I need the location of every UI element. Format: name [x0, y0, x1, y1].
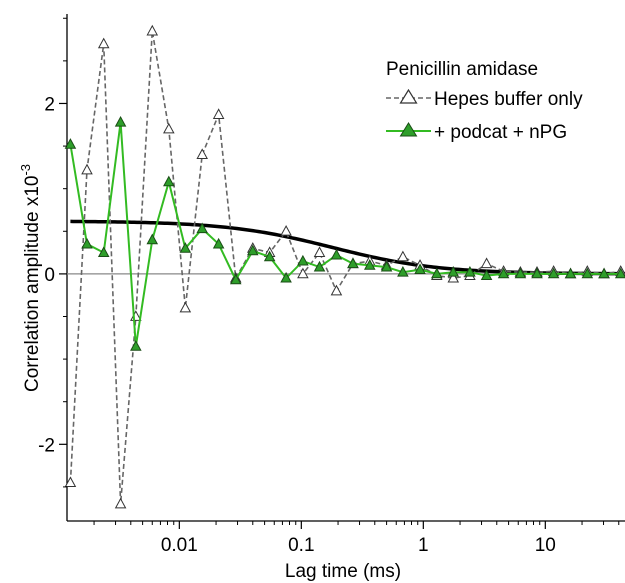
hepes-series-point — [447, 271, 460, 283]
x-minor-ticks — [93, 521, 620, 525]
legend-entry-hepes: Hepes buffer only — [386, 88, 583, 110]
podcat-series-line — [69, 122, 621, 347]
hepes-series-point — [313, 246, 326, 257]
podcat-series-point — [514, 267, 527, 279]
podcat-series-point — [380, 260, 393, 272]
y-tick-label: 0 — [44, 265, 55, 286]
podcat-series-point — [614, 267, 625, 279]
podcat-series-point — [347, 257, 359, 269]
fit-curve-layer — [70, 219, 625, 276]
hepes-series-point — [212, 108, 225, 119]
legend-entry-podcat: + podcat + nPG — [386, 122, 567, 143]
legend-label-podcat: + podcat + nPG — [434, 122, 567, 143]
podcat-series-point — [330, 248, 343, 260]
legend-label-hepes: Hepes buffer only — [434, 89, 583, 110]
podcat-series-point — [397, 265, 409, 277]
hepes-series-point — [64, 476, 77, 488]
x-tick-label: 0.01 — [161, 535, 198, 556]
hepes-series-point — [280, 225, 292, 236]
tick-layer: 0.01 0.1 1 10 -2 0 2 — [38, 17, 620, 556]
podcat-series-point — [497, 267, 510, 279]
podcat-series-point — [280, 271, 292, 283]
podcat-series-point — [363, 259, 376, 270]
hepes-series-point — [196, 148, 208, 159]
podcat-series-point — [480, 269, 493, 280]
podcat-series-point — [263, 250, 276, 262]
hepes-series-point — [97, 37, 110, 49]
podcat-series-point — [447, 265, 460, 277]
hepes-series-point — [397, 250, 409, 262]
podcat-series-point — [130, 340, 142, 351]
podcat-series-point — [212, 237, 225, 249]
y-axis-label-text: Correlation amplitude x10 — [22, 176, 43, 393]
podcat-series-point — [531, 267, 543, 279]
x-axis-label: Lag time (ms) — [285, 561, 401, 582]
fit-curve — [70, 219, 625, 276]
legend-title: Penicillin amidase — [386, 59, 538, 80]
hepes-series-point — [146, 24, 159, 36]
podcat-series-point — [146, 233, 159, 245]
hepes-series-point — [480, 257, 493, 269]
hepes-series-point — [81, 163, 93, 175]
hepes-series-point — [330, 284, 343, 296]
podcat-series-point — [547, 267, 560, 279]
podcat-series-point — [64, 138, 77, 149]
podcat-series-point — [114, 115, 127, 127]
podcat-series-point — [564, 267, 577, 279]
hepes-series-point — [114, 497, 127, 509]
podcat-series-point — [196, 222, 208, 234]
hepes-series-point — [297, 267, 309, 279]
podcat-series-point — [247, 244, 259, 256]
y-axis-label: Correlation amplitude x10-3 — [18, 164, 43, 392]
podcat-series-point — [581, 267, 594, 279]
podcat-series-point — [179, 242, 192, 253]
legend-swatch-podcat-marker — [399, 122, 418, 137]
x-tick-label: 1 — [418, 535, 429, 556]
podcat-series-point — [598, 267, 610, 279]
legend-swatch-hepes-marker — [399, 88, 418, 104]
x-tick-label: 0.1 — [288, 535, 314, 556]
podcat-series-point — [297, 254, 309, 266]
hepes-series-point — [179, 301, 192, 313]
podcat-series-point — [163, 175, 175, 187]
podcat-series-point — [81, 237, 93, 249]
podcat-series-point — [431, 267, 443, 279]
podcat-series-point — [464, 265, 476, 277]
y-axis-label-exponent: -3 — [18, 164, 33, 176]
hepes-series-line — [69, 30, 621, 505]
hepes-series-point — [163, 122, 175, 134]
podcat-series-point — [414, 263, 426, 275]
legend: Penicillin amidase Hepes buffer only + p… — [386, 59, 583, 143]
podcat-series-layer — [64, 115, 625, 351]
y-tick-label: -2 — [38, 435, 55, 456]
y-tick-label: 2 — [44, 94, 55, 115]
podcat-series-point — [229, 273, 242, 285]
podcat-series-point — [97, 246, 110, 257]
podcat-series-point — [313, 260, 326, 272]
x-tick-label: 10 — [535, 535, 556, 556]
